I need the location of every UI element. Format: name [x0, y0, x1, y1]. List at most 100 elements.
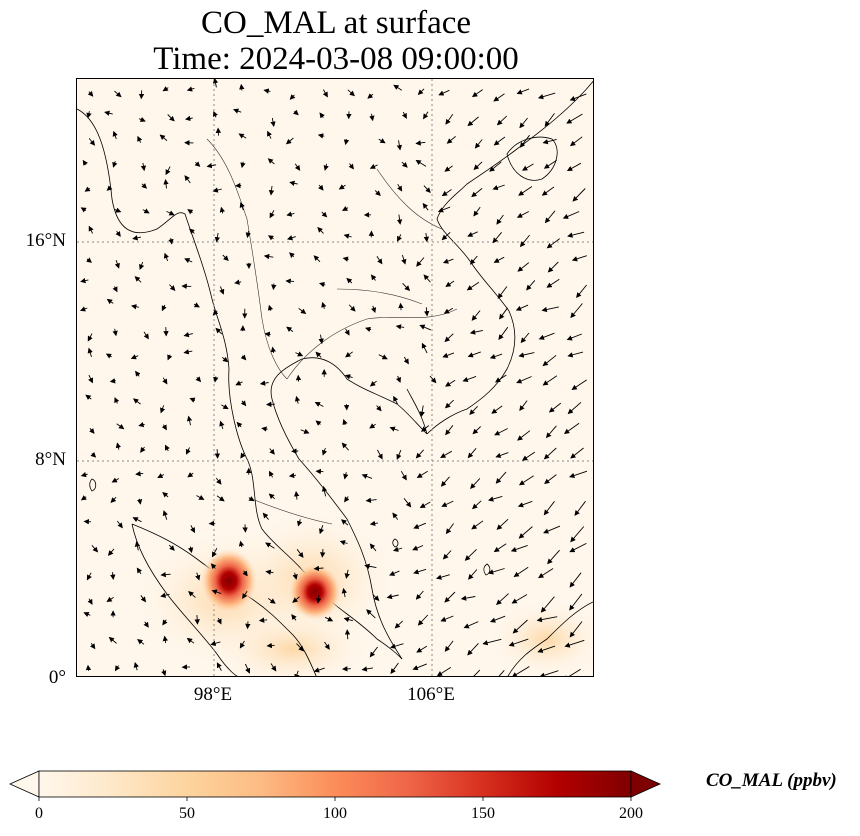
wind-arrow [341, 442, 349, 451]
wind-arrow [86, 572, 92, 581]
wind-arrow [537, 92, 556, 100]
wind-arrow [419, 324, 431, 331]
wind-arrow [498, 326, 509, 341]
wind-arrow [323, 163, 329, 171]
wind-arrow [386, 593, 399, 600]
wind-arrow [444, 333, 454, 343]
wind-arrow [133, 662, 139, 671]
wind-arrow [444, 399, 455, 409]
wind-arrow [159, 134, 168, 141]
wind-arrow [511, 594, 528, 604]
wind-arrow [395, 375, 401, 383]
wind-arrow [248, 496, 255, 502]
wind-arrow [210, 640, 221, 646]
wind-arrow [516, 211, 530, 218]
wind-arrow [445, 379, 456, 387]
colorbar-max-extend [630, 770, 661, 798]
wind-arrow [265, 542, 275, 549]
wind-arrow [346, 277, 353, 284]
wind-arrow [369, 380, 377, 387]
wind-arrow [138, 116, 146, 122]
wind-arrow [569, 93, 587, 101]
wind-arrow [270, 117, 276, 127]
wind-arrow [85, 664, 92, 671]
wind-arrow [87, 347, 93, 358]
wind-arrow [267, 158, 275, 165]
wind-arrow [130, 354, 139, 360]
wind-arrow [286, 211, 295, 217]
wind-arrow [396, 449, 402, 460]
wind-arrow [321, 485, 328, 497]
wind-arrow [110, 496, 117, 503]
wind-arrow [185, 115, 193, 122]
wind-arrow [469, 405, 478, 415]
wind-arrow [131, 304, 139, 310]
wind-arrow [417, 614, 429, 626]
wind-arrow [567, 231, 585, 238]
wind-arrow [300, 428, 310, 434]
wind-arrow [541, 306, 559, 313]
wind-arrow [313, 255, 321, 263]
wind-arrow [369, 520, 379, 527]
wind-arrow [361, 473, 373, 479]
wind-arrow [538, 568, 554, 579]
wind-arrow [194, 615, 200, 625]
wind-arrow [194, 161, 201, 167]
wind-arrow [161, 424, 167, 431]
wind-arrow [444, 591, 456, 603]
wind-arrow [211, 547, 218, 558]
wind-arrow [463, 621, 479, 629]
wind-arrow [544, 113, 555, 127]
wind-arrow [162, 635, 169, 644]
wind-vectors [79, 79, 588, 676]
wind-arrow [269, 210, 275, 219]
wind-arrow [347, 89, 355, 97]
wind-arrow [536, 616, 558, 623]
title-line-2: Time: 2024-03-08 09:00:00 [153, 41, 519, 77]
wind-arrow [162, 492, 169, 498]
wind-arrow [563, 422, 580, 435]
wind-arrow [487, 568, 505, 575]
wind-arrow [542, 138, 557, 145]
wind-arrow [569, 593, 583, 611]
wind-arrow [540, 596, 555, 613]
wind-arrow [214, 449, 221, 459]
wind-arrow [403, 356, 409, 365]
wind-arrow [510, 544, 528, 552]
wind-arrow [212, 79, 219, 88]
wind-arrow [319, 282, 326, 288]
wind-arrow [493, 543, 507, 553]
wind-arrow [519, 400, 528, 412]
wind-arrow [482, 638, 502, 646]
wind-arrow [539, 670, 559, 676]
wind-arrow [443, 307, 454, 314]
wind-arrow [107, 548, 115, 556]
wind-arrow [238, 540, 245, 548]
wind-arrow [369, 163, 378, 169]
wind-arrow [294, 163, 301, 171]
wind-arrow [393, 84, 403, 91]
wind-arrow [285, 278, 295, 284]
wind-arrow [343, 139, 350, 146]
wind-arrow [442, 258, 454, 264]
wind-arrow [196, 494, 205, 500]
wind-arrow [91, 545, 99, 553]
wind-arrow [143, 331, 149, 340]
wind-arrow [210, 563, 217, 570]
wind-arrow [493, 93, 505, 102]
wind-arrow [115, 442, 122, 450]
wind-arrow [401, 254, 407, 265]
wind-arrow [86, 111, 92, 119]
wind-arrow [216, 662, 222, 671]
wind-arrow [367, 93, 374, 99]
wind-arrow [321, 447, 328, 456]
wind-arrow [163, 179, 169, 189]
wind-arrow [516, 88, 530, 95]
wind-arrow [187, 209, 194, 215]
wind-arrow [315, 468, 324, 475]
wind-arrow [415, 159, 427, 167]
wind-arrow [543, 447, 557, 460]
wind-arrow [562, 668, 581, 676]
wind-arrow [234, 279, 242, 285]
wind-arrow [496, 214, 504, 225]
